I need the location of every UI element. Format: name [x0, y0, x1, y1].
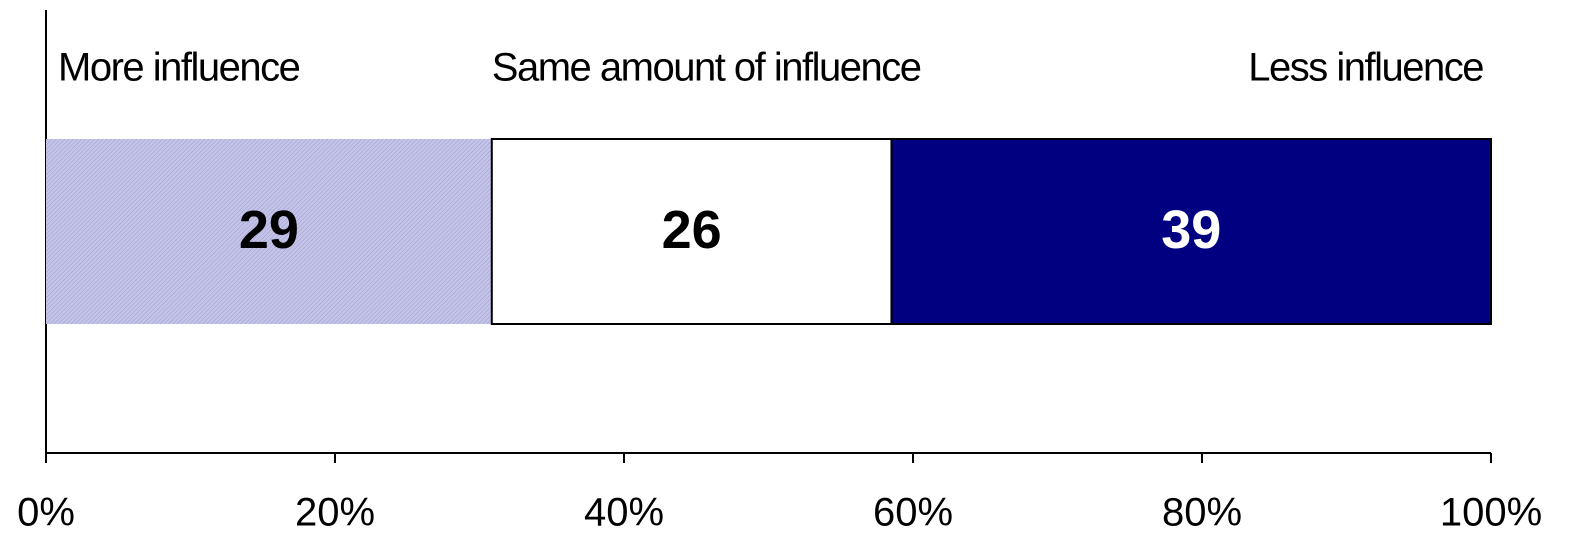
data-label: 29: [239, 200, 299, 260]
series-label: More influence: [58, 46, 300, 90]
series-label: Same amount of influence: [492, 46, 921, 90]
x-tick-label: 0%: [17, 491, 75, 535]
bar-segment: [490, 138, 893, 325]
series-label: Less influence: [1248, 46, 1483, 90]
bar-segment: [890, 138, 1492, 325]
x-tick-label: 100%: [1440, 491, 1542, 535]
x-tick-label: 80%: [1162, 491, 1242, 535]
bar-segment: [46, 139, 492, 324]
data-label: 26: [662, 200, 722, 260]
x-tick-label: 40%: [584, 491, 664, 535]
x-tick-label: 20%: [295, 491, 375, 535]
data-label: 39: [1161, 200, 1221, 260]
x-tick-label: 60%: [873, 491, 953, 535]
